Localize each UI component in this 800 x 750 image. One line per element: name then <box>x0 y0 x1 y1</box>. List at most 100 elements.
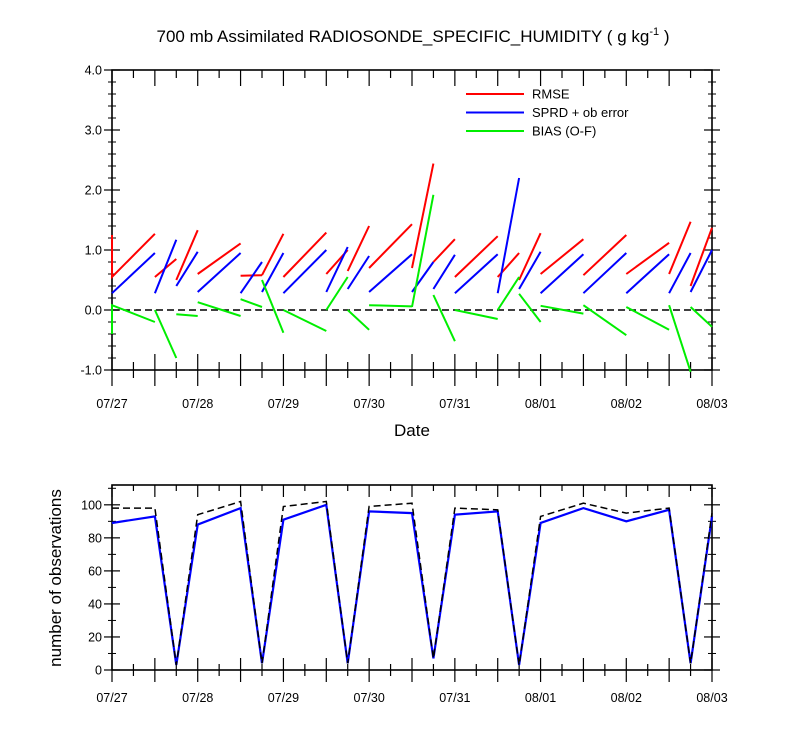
x-tick-label: 08/01 <box>525 397 556 411</box>
y-tick-label: 4.0 <box>85 64 102 78</box>
sprd-ob-error-line <box>582 252 627 294</box>
x-tick-label: 07/31 <box>439 397 470 411</box>
x-tick-label: 08/01 <box>525 691 556 705</box>
x-tick-label: 08/03 <box>696 397 727 411</box>
rmse-chart: 700 mb Assimilated RADIOSONDE_SPECIFIC_H… <box>80 26 727 440</box>
x-tick-label: 07/31 <box>439 691 470 705</box>
rmse-line <box>411 163 435 269</box>
sprd-ob-error-line <box>197 252 242 293</box>
y-tick-label: 1.0 <box>85 244 102 258</box>
sprd-ob-error-line <box>625 253 670 294</box>
bias-o-f-line <box>582 304 627 337</box>
sprd-ob-error-line <box>496 177 521 294</box>
x-tick-label: 07/27 <box>96 397 127 411</box>
bias-o-f-line <box>496 276 520 311</box>
sprd-ob-error-line <box>668 252 692 294</box>
bias-o-f-line <box>369 304 413 308</box>
chart-title-superscript: -1 <box>649 26 659 38</box>
assimilated-line <box>111 503 714 666</box>
x-tick-label: 07/28 <box>182 691 213 705</box>
rmse-line <box>261 233 285 276</box>
sprd-ob-error-line <box>175 251 199 287</box>
bias-o-f-line <box>540 304 584 315</box>
sprd-ob-error-line <box>261 252 285 293</box>
rmse-line <box>689 227 713 287</box>
y-tick-label: 0.0 <box>85 304 102 318</box>
y-tick-label: 100 <box>81 498 102 512</box>
legend: RMSE SPRD + ob error BIAS (O-F) <box>466 87 629 139</box>
bias-o-f-line <box>261 279 285 334</box>
x-tick-label: 07/28 <box>182 397 213 411</box>
x-tick-label: 08/02 <box>611 691 642 705</box>
bias-o-f-line <box>176 313 198 317</box>
legend-label: BIAS (O-F) <box>532 124 596 139</box>
rmse-line <box>432 238 456 263</box>
y-tick-label: 0 <box>95 664 102 678</box>
chart-title-text: 700 mb Assimilated RADIOSONDE_SPECIFIC_H… <box>157 27 650 46</box>
bias-o-f-line <box>197 301 241 317</box>
bias-o-f-line <box>432 294 456 342</box>
chart-title-suffix: ) <box>659 27 669 46</box>
rmse-line <box>346 225 371 272</box>
y-axis-title: number of observations <box>46 489 65 667</box>
rmse-line <box>454 235 499 278</box>
x-tick-label: 07/29 <box>268 691 299 705</box>
chart-title: 700 mb Assimilated RADIOSONDE_SPECIFIC_H… <box>157 26 670 46</box>
legend-label: RMSE <box>532 87 570 102</box>
x-tick-label: 07/29 <box>268 397 299 411</box>
bias-o-f-line <box>454 309 498 320</box>
rmse-line <box>668 221 692 275</box>
rmse-line <box>518 232 542 281</box>
bias-o-f-line <box>111 303 156 334</box>
sprd-ob-error-line <box>111 252 156 294</box>
sprd-ob-error-line <box>454 253 499 294</box>
legend-label: SPRD + ob error <box>532 105 629 120</box>
sprd-ob-error-line <box>282 249 328 294</box>
bias-o-f-line <box>668 304 692 373</box>
rmse-line <box>625 241 670 275</box>
sprd-ob-error-line <box>153 239 178 294</box>
rmse-plot-area: 07/27 07/28 07/29 07/30 07/31 08/01 08/02 08/03… <box>80 64 727 412</box>
x-tick-label: 08/02 <box>611 397 642 411</box>
observations-plot-area: 07/27 07/28 07/29 07/30 07/31 08/01 08/02 08/03… <box>81 484 728 705</box>
y-tick-label: 20 <box>88 630 102 644</box>
bias-o-f-line <box>325 276 349 311</box>
bias-o-f-line <box>282 309 327 332</box>
bias-o-f-line <box>625 306 670 331</box>
total-line <box>112 500 713 666</box>
rmse-line <box>175 229 199 281</box>
y-tick-label: 60 <box>88 564 102 578</box>
sprd-ob-error-line <box>239 261 263 294</box>
bias-o-f-line <box>689 306 713 328</box>
bias-o-f-line <box>347 309 370 331</box>
observations-chart: 07/27 07/28 07/29 07/30 07/31 08/01 08/02 08/03… <box>46 484 728 705</box>
bias-o-f-line <box>240 298 263 308</box>
rmse-line <box>240 274 263 277</box>
y-tick-label: -1.0 <box>80 364 102 378</box>
x-tick-label: 07/27 <box>96 691 127 705</box>
sprd-ob-error-line <box>539 253 585 294</box>
bias-o-f-line <box>411 194 435 308</box>
x-tick-label: 08/03 <box>696 691 727 705</box>
bias-o-f-line <box>153 309 178 359</box>
x-axis-title: Date <box>394 421 430 440</box>
sprd-ob-error-line <box>689 249 713 293</box>
sprd-ob-error-line <box>325 246 349 293</box>
rmse-line <box>539 238 585 275</box>
x-tick-label: 07/30 <box>354 397 385 411</box>
rmse-line <box>368 223 413 269</box>
y-tick-label: 80 <box>88 531 102 545</box>
rmse-line <box>197 242 242 275</box>
rmse-line <box>282 231 328 278</box>
y-tick-label: 3.0 <box>85 124 102 138</box>
sprd-ob-error-line <box>346 255 370 290</box>
sprd-ob-error-line <box>368 253 413 293</box>
rmse-line <box>111 233 156 280</box>
rmse-line <box>582 234 627 276</box>
x-tick-label: 07/30 <box>354 691 385 705</box>
sprd-ob-error-line <box>432 254 456 290</box>
y-tick-label: 40 <box>88 597 102 611</box>
y-tick-label: 2.0 <box>85 184 102 198</box>
bias-o-f-line <box>518 293 542 323</box>
